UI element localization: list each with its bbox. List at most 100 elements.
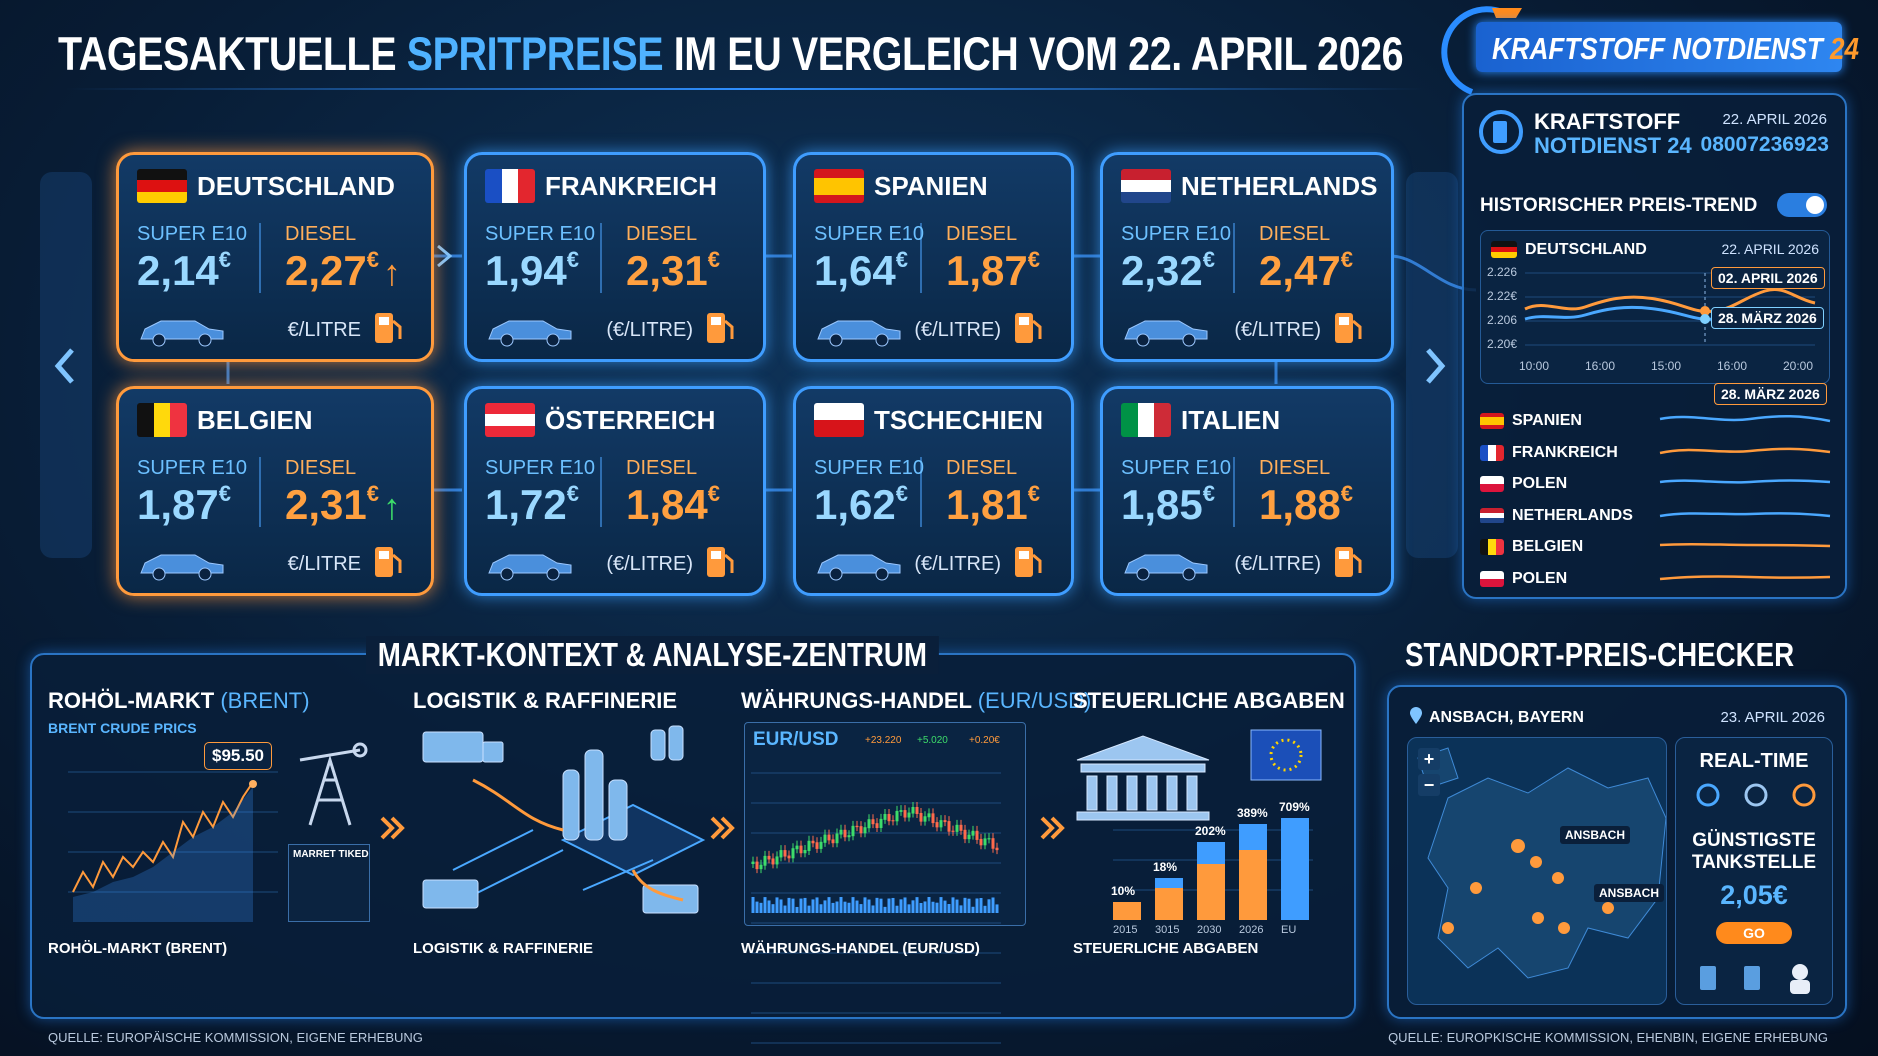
volume — [887, 898, 891, 913]
volume — [979, 898, 983, 913]
zoom-in[interactable]: + — [1418, 748, 1440, 770]
volume — [891, 897, 895, 913]
volume — [763, 897, 767, 913]
candle — [995, 847, 999, 851]
flag-stripe — [1496, 539, 1504, 555]
wheel — [198, 567, 212, 581]
super-price: 2,32€ — [1121, 247, 1215, 295]
flag-stripe — [1480, 425, 1504, 429]
price-value: 2,14 — [137, 247, 219, 294]
price-value: 1,64 — [814, 247, 896, 294]
country-card: FRANKREICH SUPER E10 DIESEL 1,94€ 2,31€ (€/LI… — [464, 152, 766, 362]
price-unit: € — [1027, 247, 1040, 272]
volume — [831, 902, 835, 913]
flag — [1121, 169, 1171, 203]
price-unit: € — [218, 247, 231, 272]
candle — [895, 810, 899, 822]
currency-pair: EUR/USD — [753, 729, 839, 750]
candle — [959, 824, 963, 831]
unit-label: (€/LITRE) — [1234, 319, 1321, 341]
flag-stripe — [814, 403, 864, 420]
volume — [787, 897, 791, 913]
price-unit: € — [895, 247, 908, 272]
trend-date: 22. APRIL 2026 — [1721, 241, 1819, 257]
car-icon — [488, 320, 572, 347]
logistics-title: LOGISTIK & RAFFINERIE — [413, 688, 677, 713]
cheapest-label: TANKSTELLE — [1691, 852, 1817, 873]
candle — [963, 829, 967, 840]
candle — [843, 829, 847, 838]
realtime-label: REAL-TIME — [1699, 750, 1809, 772]
candle — [947, 821, 951, 832]
candle — [823, 834, 827, 843]
trend-country: POLEN — [1512, 475, 1568, 492]
card-divider — [920, 223, 922, 293]
candle — [887, 814, 891, 822]
zoom-out[interactable]: − — [1418, 774, 1440, 796]
diesel-label: DIESEL — [946, 223, 1018, 245]
pump-screen — [1019, 551, 1029, 559]
wheel — [500, 333, 514, 347]
currency-title-main: WÄHRUNGS-HANDEL — [741, 688, 972, 713]
candle — [855, 825, 859, 828]
car-icon — [817, 320, 901, 347]
country-card: TSCHECHIEN SUPER E10 DIESEL 1,62€ 1,81€ (€/LI… — [793, 386, 1074, 596]
candle — [903, 810, 907, 818]
bar-x-label: 3015 — [1155, 924, 1180, 936]
y-tick-label: 2.226 — [1487, 265, 1518, 279]
flag-stripe — [485, 169, 502, 203]
flag — [137, 169, 187, 203]
brand-text: KRAFTSTOFF NOTDIENST 24 — [1492, 31, 1859, 67]
super-label: SUPER E10 — [137, 457, 248, 479]
price-unit: € — [566, 481, 579, 506]
pump-hose — [1352, 319, 1362, 339]
country-name: SPANIEN — [874, 171, 988, 201]
super-label: SUPER E10 — [485, 223, 596, 245]
candle — [771, 858, 775, 865]
x-tick-label: 15:00 — [1651, 359, 1682, 373]
candle — [983, 838, 987, 846]
price-value: 1,88 — [1259, 481, 1341, 528]
location-name: ANSBACH, BAYERN — [1429, 709, 1584, 726]
candle — [939, 820, 943, 828]
prev-arrow[interactable] — [50, 346, 80, 386]
candle — [979, 838, 983, 846]
flag-stripe — [1480, 518, 1504, 524]
ticker-box: MARRET TIKED — [288, 844, 370, 922]
flag-stripe — [485, 414, 535, 426]
volume — [815, 897, 819, 913]
trend-toggle[interactable] — [1777, 193, 1827, 217]
candle — [923, 816, 927, 822]
diesel-price: 2,27€ ↑ — [285, 247, 401, 295]
fx-stat: +5.020 — [917, 735, 948, 746]
flag — [137, 403, 187, 437]
title-highlight: SPRITPREISE — [406, 27, 664, 80]
price-value: 1,94 — [485, 247, 567, 294]
y-tick-label: 2.22€ — [1487, 289, 1518, 303]
y-tick-label: 2.20€ — [1487, 337, 1518, 351]
flag — [1480, 476, 1504, 492]
locator-title: STANDORT-PREIS-CHECKER — [1405, 636, 1795, 673]
volume — [759, 902, 763, 913]
flag-stripe — [814, 169, 864, 178]
next-arrow[interactable] — [1420, 346, 1450, 386]
fx-stat: +23.220 — [865, 735, 902, 746]
volume — [863, 897, 867, 913]
wheel — [1182, 333, 1196, 347]
trend-arrow: ↑ — [383, 252, 401, 293]
candle — [847, 835, 851, 838]
card-divider — [259, 457, 261, 527]
price-unit: € — [366, 481, 379, 506]
candle — [899, 810, 903, 812]
price-value: 2,31 — [626, 247, 708, 294]
candle — [915, 806, 919, 814]
volume — [851, 897, 855, 913]
flag — [1480, 444, 1504, 461]
country-card: ITALIEN SUPER E10 DIESEL 1,85€ 1,88€ (€/LITRE… — [1100, 386, 1394, 596]
candle — [975, 830, 979, 840]
unit-label: (€/LITRE) — [606, 553, 693, 575]
go-button[interactable]: GO — [1716, 922, 1792, 944]
volume — [755, 901, 759, 913]
volume — [975, 898, 979, 913]
flag — [1480, 539, 1504, 555]
